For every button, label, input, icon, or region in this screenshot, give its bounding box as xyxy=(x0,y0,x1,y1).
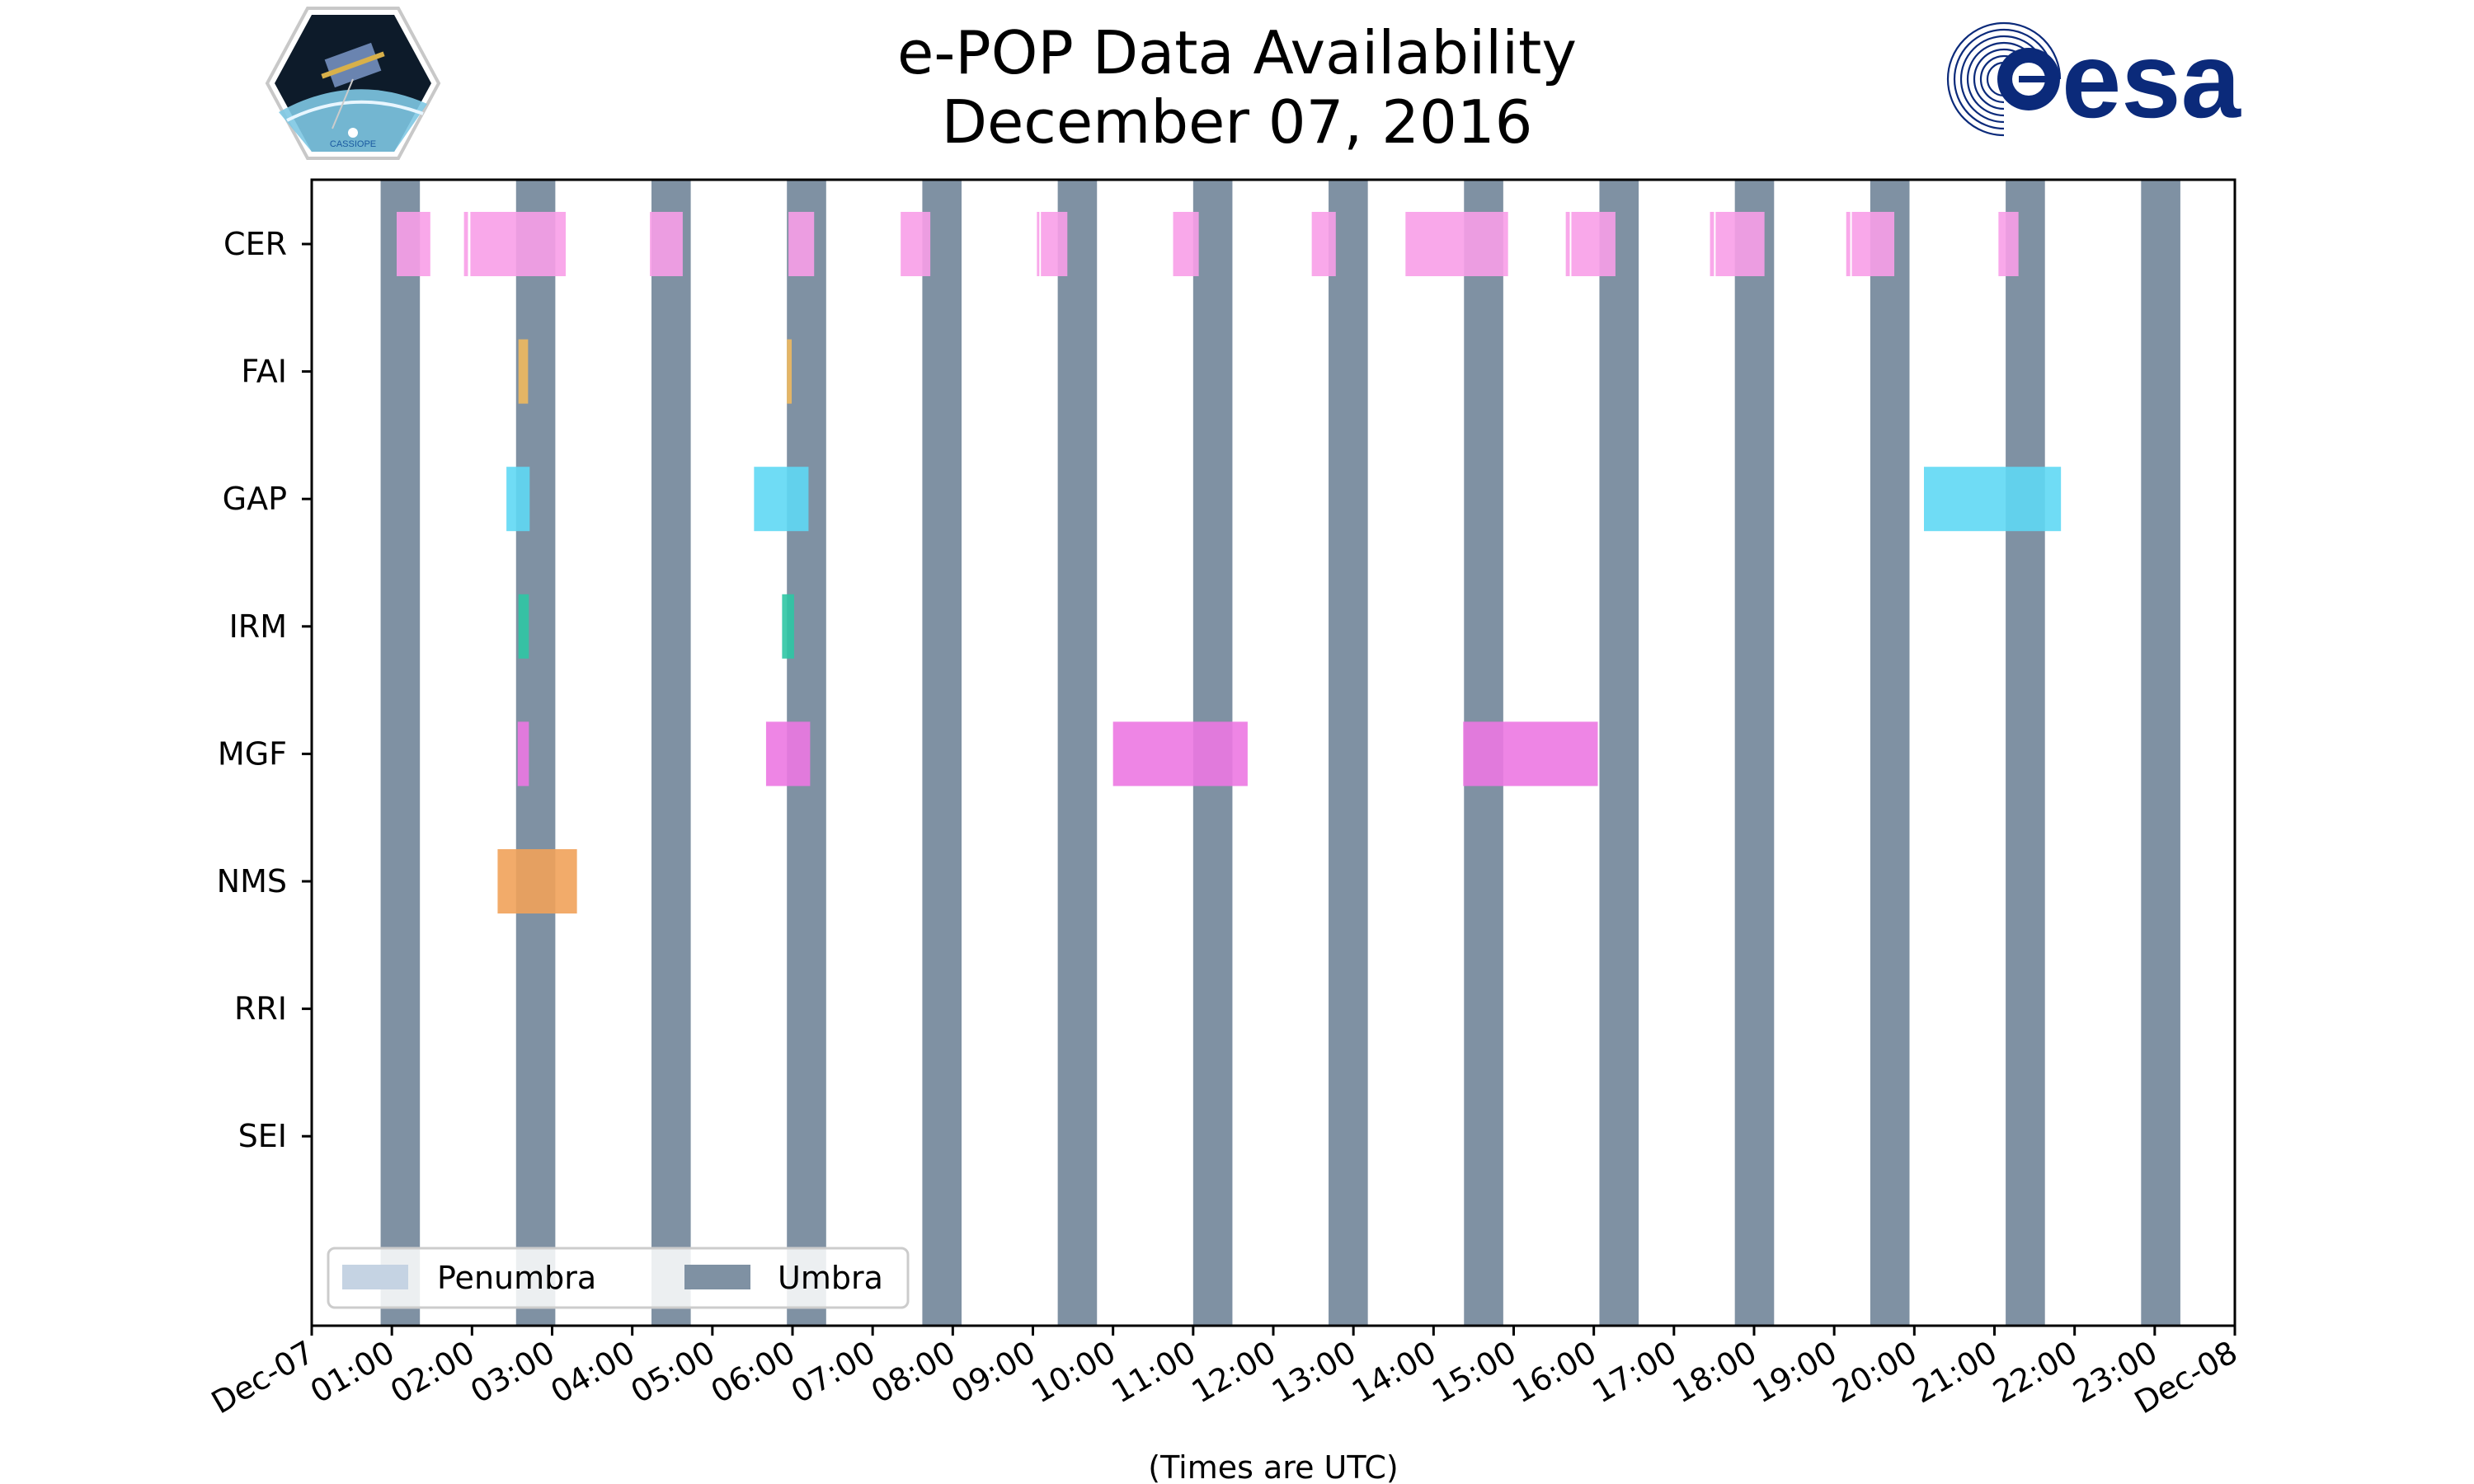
y-tick-label-cer: CER xyxy=(223,226,287,262)
cer-bar-14 xyxy=(1710,212,1714,276)
cer-bar-2 xyxy=(463,212,468,276)
umbra-band-12 xyxy=(1870,180,1910,1326)
gap-bar-2 xyxy=(754,467,809,532)
x-tick-label-11-00: 11:00 xyxy=(1105,1334,1202,1411)
umbra-band-11 xyxy=(1734,180,1775,1326)
gap-bar-3 xyxy=(1923,467,2062,532)
x-tick-label-16-00: 16:00 xyxy=(1506,1334,1602,1411)
x-tick-label-01-00: 01:00 xyxy=(304,1334,401,1411)
y-tick-label-rri: RRI xyxy=(234,991,287,1027)
cassiope-logo: CASSIOPE xyxy=(265,7,441,160)
x-tick-label-21-00: 21:00 xyxy=(1907,1334,2003,1411)
cer-bar-9 xyxy=(1173,212,1199,276)
cer-bar-4 xyxy=(650,212,683,276)
x-tick-label-05-00: 05:00 xyxy=(624,1334,721,1411)
umbra-band-8 xyxy=(1329,180,1368,1326)
y-tick-label-fai: FAI xyxy=(241,354,287,390)
cer-bar-15 xyxy=(1715,212,1765,276)
cassiope-logo-text: CASSIOPE xyxy=(330,139,376,149)
umbra-layer xyxy=(380,180,2180,1326)
cer-bar-10 xyxy=(1311,212,1336,276)
x-tick-label-07-00: 07:00 xyxy=(785,1334,882,1411)
nms-bar-1 xyxy=(497,849,577,913)
cer-bar-6 xyxy=(901,212,931,276)
legend-frame xyxy=(327,1247,910,1309)
gap-bar-1 xyxy=(506,467,530,532)
esa-logo-text: esa xyxy=(2062,20,2242,140)
esa-logo: esa xyxy=(1946,20,2242,140)
irm-bar-1 xyxy=(518,594,529,659)
cer-bar-1 xyxy=(396,212,430,276)
cer-bar-3 xyxy=(470,212,567,276)
x-tick-label-17-00: 17:00 xyxy=(1586,1334,1682,1411)
x-tick-label-12-00: 12:00 xyxy=(1186,1334,1282,1411)
cer-bar-11 xyxy=(1405,212,1508,276)
x-axis-label: (Times are UTC) xyxy=(1148,1449,1398,1484)
x-tick-label-20-00: 20:00 xyxy=(1827,1334,1923,1411)
mgf-bar-3 xyxy=(1112,721,1248,787)
umbra-band-5 xyxy=(922,180,962,1326)
cer-bar-17 xyxy=(1851,212,1895,276)
x-tick-label-13-00: 13:00 xyxy=(1266,1334,1362,1411)
chart-title-line-1: e-POP Data Availability xyxy=(897,18,1577,87)
irm-bar-2 xyxy=(782,594,794,659)
umbra-band-3 xyxy=(651,180,691,1326)
x-axis: Dec-0701:0002:0003:0004:0005:0006:0007:0… xyxy=(205,1326,2244,1421)
plot-area-frame xyxy=(310,178,2236,1327)
cer-bar-18 xyxy=(1998,212,2019,276)
umbra-band-6 xyxy=(1057,180,1098,1326)
legend-penumbra-swatch xyxy=(342,1265,408,1289)
x-tick-label-06-00: 06:00 xyxy=(705,1334,802,1411)
umbra-band-13 xyxy=(2006,180,2045,1326)
y-tick-label-gap: GAP xyxy=(223,481,287,517)
cer-bar-5 xyxy=(788,212,815,276)
x-tick-label-03-00: 03:00 xyxy=(464,1334,561,1411)
umbra-band-14 xyxy=(2141,180,2180,1326)
y-tick-label-mgf: MGF xyxy=(218,735,287,772)
x-tick-label-15-00: 15:00 xyxy=(1426,1334,1522,1411)
x-tick-label-09-00: 09:00 xyxy=(945,1334,1042,1411)
cer-bar-13 xyxy=(1571,212,1616,276)
x-tick-label-04-00: 04:00 xyxy=(544,1334,641,1411)
mgf-bar-4 xyxy=(1463,721,1598,787)
x-tick-label-18-00: 18:00 xyxy=(1667,1334,1763,1411)
chart-title-line-2: December 07, 2016 xyxy=(941,87,1533,157)
series-layer xyxy=(396,212,2062,913)
cer-bar-16 xyxy=(1846,212,1851,276)
x-tick-label-10-00: 10:00 xyxy=(1025,1334,1122,1411)
umbra-band-10 xyxy=(1599,180,1639,1326)
x-tick-label-22-00: 22:00 xyxy=(1987,1334,2083,1411)
fai-bar-1 xyxy=(518,339,529,404)
x-tick-label-19-00: 19:00 xyxy=(1747,1334,1843,1411)
y-tick-label-irm: IRM xyxy=(229,608,287,645)
y-tick-label-sei: SEI xyxy=(238,1118,287,1154)
legend-umbra-swatch xyxy=(684,1265,750,1289)
umbra-band-1 xyxy=(380,180,421,1326)
mgf-bar-2 xyxy=(765,721,811,787)
x-tick-label-dec-07: Dec-07 xyxy=(205,1334,320,1421)
x-tick-label-14-00: 14:00 xyxy=(1346,1334,1442,1411)
legend-umbra-label: Umbra xyxy=(778,1260,883,1296)
legend-penumbra-label: Penumbra xyxy=(437,1260,596,1296)
y-tick-label-nms: NMS xyxy=(217,863,287,899)
cer-bar-12 xyxy=(1565,212,1570,276)
mgf-bar-1 xyxy=(517,721,529,787)
cer-bar-8 xyxy=(1041,212,1068,276)
x-tick-label-02-00: 02:00 xyxy=(384,1334,481,1411)
fai-bar-2 xyxy=(787,339,793,404)
cer-bar-7 xyxy=(1037,212,1040,276)
legend: Penumbra Umbra xyxy=(327,1247,910,1309)
y-axis: CER FAI GAP IRM MGF NMS RRI SEI xyxy=(217,226,312,1154)
x-tick-label-08-00: 08:00 xyxy=(865,1334,962,1411)
